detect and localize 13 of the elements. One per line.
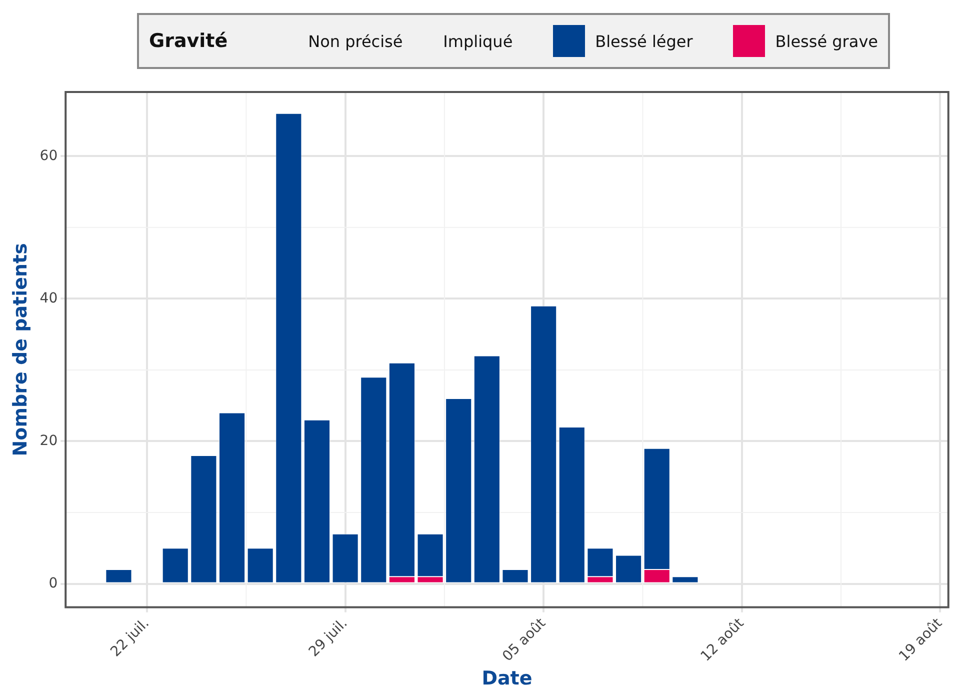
x-tick-label: 29 juil.	[306, 615, 351, 660]
x-axis-title: Date	[482, 668, 532, 690]
y-axis-title: Nombre de patients	[9, 243, 32, 456]
text: Non précisé	[308, 32, 403, 50]
legend-label: Blessé léger	[595, 32, 693, 50]
x-tick-label: 22 juil.	[108, 615, 152, 660]
y-tick-label: 60	[40, 148, 58, 164]
y-tick-label: 20	[40, 432, 58, 449]
legend-label: Blessé grave	[775, 32, 878, 50]
text: Impliqué	[443, 32, 513, 50]
y-tick-label: 0	[48, 575, 58, 592]
legend-title: Gravité	[149, 30, 228, 52]
y-tick-label: 40	[40, 290, 58, 306]
